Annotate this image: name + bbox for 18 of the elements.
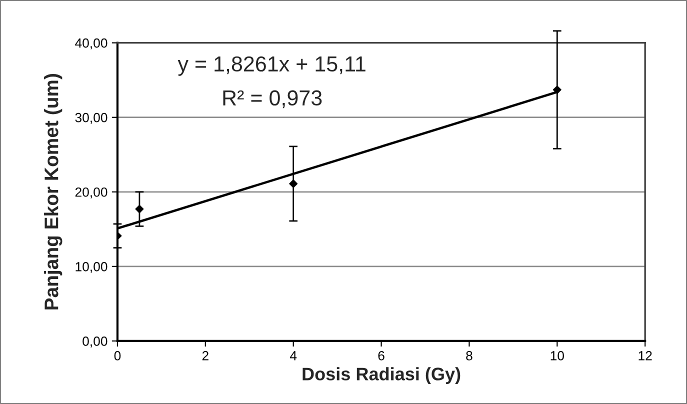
- y-tick-label: 20,00: [75, 187, 108, 198]
- x-tick-label: 10: [550, 351, 564, 360]
- y-axis-title: Panjang Ekor Komet (um): [44, 74, 62, 310]
- x-axis-title: Dosis Radiasi (Gy): [302, 367, 460, 384]
- x-tick-label: 8: [466, 351, 472, 360]
- y-tick-label: 0,00: [82, 336, 108, 348]
- x-tick-label: 0: [114, 351, 121, 360]
- point: [289, 179, 298, 188]
- point: [135, 204, 144, 214]
- x-tick-label: 4: [290, 351, 297, 360]
- y-tick-label: 30,00: [75, 112, 108, 124]
- x-tick-label: 2: [202, 351, 208, 360]
- y-tick-label: 10,00: [76, 262, 108, 273]
- x-tick-label: 12: [638, 351, 652, 360]
- annotation: y = 1,8261x + 15,11: [178, 56, 366, 76]
- annotation: R² = 0,973: [223, 90, 322, 108]
- x-tick-label: 6: [378, 351, 384, 360]
- y-tick-label: 40,00: [75, 38, 108, 50]
